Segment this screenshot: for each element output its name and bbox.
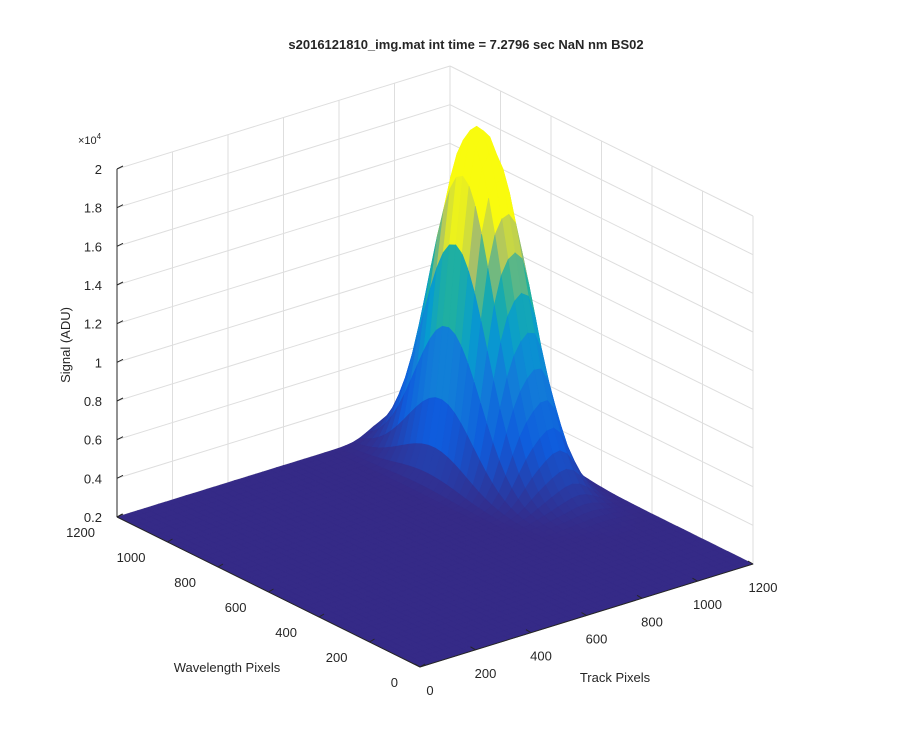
grid-line (116, 374, 451, 479)
grid-line (116, 220, 451, 325)
z-tick (116, 204, 124, 209)
x-tick-label: 1000 (693, 597, 722, 612)
tick-labels: 0200400600800100012000200400600800100012… (66, 162, 777, 698)
z-tick-label: 0.2 (84, 510, 102, 525)
z-tick (116, 281, 124, 286)
x-axis-label: Track Pixels (580, 670, 651, 685)
surface-mesh (116, 125, 754, 668)
z-axis-label: Signal (ADU) (58, 307, 73, 383)
y-tick-label: 800 (174, 575, 196, 590)
x-tick (692, 577, 698, 582)
x-tick (636, 594, 643, 599)
y-tick (167, 538, 173, 543)
x-tick (747, 560, 754, 565)
z-tick-label: 1.2 (84, 317, 102, 332)
y-tick-label: 400 (275, 625, 297, 640)
y-tick-label: 1000 (117, 550, 146, 565)
z-tick (116, 320, 124, 325)
z-tick-label: 0.6 (84, 433, 102, 448)
x-tick-label: 800 (641, 614, 663, 629)
axes (116, 165, 754, 668)
z-tick (116, 358, 124, 363)
z-tick (116, 474, 124, 479)
z-tick (116, 242, 124, 247)
z-tick (116, 397, 124, 402)
y-tick-label: 0 (391, 675, 398, 690)
z-tick-label: 1.8 (84, 201, 102, 216)
x-tick-label: 400 (530, 649, 552, 664)
z-tick (116, 513, 124, 518)
z-tick-label: 1 (95, 355, 102, 370)
grid-line (116, 65, 451, 170)
y-tick (369, 638, 375, 643)
z-tick-label: 1.4 (84, 278, 102, 293)
z-tick-label: 0.8 (84, 394, 102, 409)
y-tick (268, 588, 274, 593)
x-tick (470, 646, 476, 651)
y-tick-label: 600 (225, 600, 247, 615)
grid-line (116, 142, 451, 247)
x-tick-label: 600 (586, 632, 608, 647)
z-tick (116, 165, 124, 170)
y-tick-label: 1200 (66, 525, 95, 540)
grid-line (449, 104, 754, 256)
x-tick (414, 663, 421, 668)
x-tick-label: 200 (475, 666, 497, 681)
y-tick (419, 663, 426, 668)
grid-line (449, 65, 754, 217)
grid-line (116, 104, 451, 209)
y-tick (318, 613, 325, 618)
grid-line (116, 297, 451, 402)
z-tick-label: 1.6 (84, 239, 102, 254)
x-tick (525, 629, 532, 634)
y-tick (217, 563, 224, 568)
x-tick-label: 0 (426, 683, 433, 698)
y-axis-label: Wavelength Pixels (174, 660, 281, 675)
y-tick-label: 200 (326, 650, 348, 665)
grid-line (116, 181, 451, 286)
grid-line (116, 336, 451, 441)
z-tick-label: 0.4 (84, 471, 102, 486)
z-tick-label: 2 (95, 162, 102, 177)
x-tick-label: 1200 (749, 580, 778, 595)
grid-line (116, 258, 451, 363)
z-exponent-label: ×104 (78, 132, 102, 147)
x-tick (581, 612, 587, 616)
z-tick (116, 436, 124, 441)
chart-title: s2016121810_img.mat int time = 7.2796 se… (288, 37, 643, 52)
